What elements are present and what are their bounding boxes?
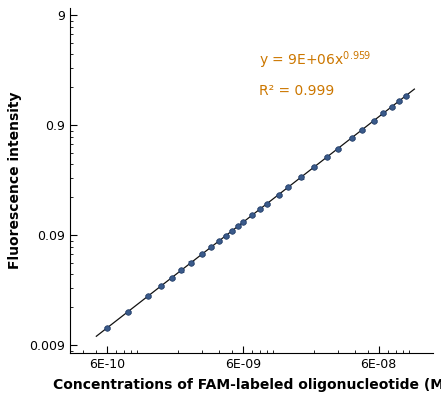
Text: R² = 0.999: R² = 0.999 [258,84,334,98]
X-axis label: Concentrations of FAM-labeled oligonucleotide (M): Concentrations of FAM-labeled oligonucle… [52,378,441,392]
Text: y = 9E+06x$^{0.959}$: y = 9E+06x$^{0.959}$ [258,50,371,71]
Y-axis label: Fluorescence intensity: Fluorescence intensity [8,92,22,269]
